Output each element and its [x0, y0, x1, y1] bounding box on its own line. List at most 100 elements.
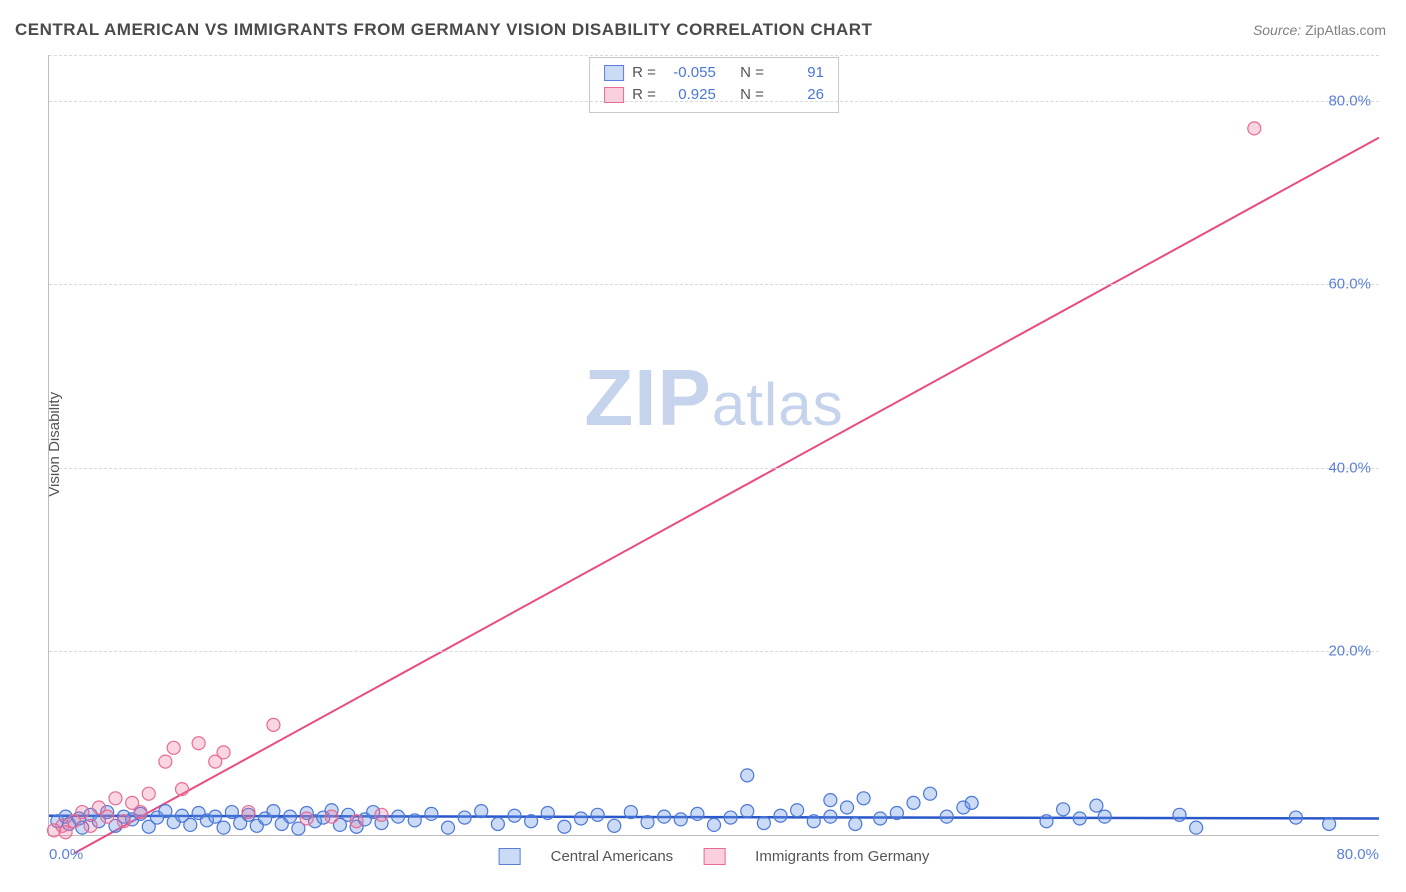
scatter-point-blue [724, 811, 737, 824]
y-tick-label: 20.0% [1328, 643, 1371, 660]
scatter-point-blue [1173, 808, 1186, 821]
n-value-pink: 26 [772, 84, 824, 106]
scatter-point-blue [924, 787, 937, 800]
scatter-point-blue [1289, 811, 1302, 824]
scatter-point-blue [541, 806, 554, 819]
scatter-point-pink [59, 826, 72, 839]
legend-swatch-blue-icon [499, 848, 521, 865]
n-value-blue: 91 [772, 62, 824, 84]
chart-container: CENTRAL AMERICAN VS IMMIGRANTS FROM GERM… [0, 0, 1406, 892]
n-label-blue: N = [740, 62, 764, 84]
scatter-point-blue [890, 806, 903, 819]
scatter-point-blue [774, 809, 787, 822]
scatter-point-pink [242, 806, 255, 819]
scatter-points-layer [49, 55, 1379, 835]
scatter-point-blue [525, 815, 538, 828]
scatter-point-blue [857, 792, 870, 805]
swatch-blue-icon [604, 65, 624, 81]
scatter-point-blue [184, 818, 197, 831]
r-label-blue: R = [632, 62, 656, 84]
stats-row-blue: R = -0.055 N = 91 [604, 62, 824, 84]
y-tick-label: 80.0% [1328, 92, 1371, 109]
gridline [49, 284, 1379, 285]
scatter-point-pink [109, 792, 122, 805]
source-value: ZipAtlas.com [1305, 22, 1386, 38]
scatter-point-blue [674, 813, 687, 826]
scatter-point-blue [558, 820, 571, 833]
scatter-point-pink [101, 810, 114, 823]
stats-box: R = -0.055 N = 91 R = 0.925 N = 26 [589, 57, 839, 113]
scatter-point-blue [1090, 799, 1103, 812]
scatter-point-blue [741, 805, 754, 818]
scatter-point-blue [907, 796, 920, 809]
scatter-point-blue [475, 805, 488, 818]
scatter-point-blue [824, 810, 837, 823]
scatter-point-blue [658, 810, 671, 823]
source-attribution: Source: ZipAtlas.com [1253, 22, 1386, 38]
scatter-point-blue [874, 812, 887, 825]
scatter-point-blue [225, 806, 238, 819]
scatter-point-blue [641, 816, 654, 829]
scatter-point-blue [849, 817, 862, 830]
legend-swatch-pink-icon [703, 848, 725, 865]
scatter-point-blue [591, 808, 604, 821]
x-tick-min: 0.0% [49, 846, 83, 863]
scatter-point-blue [284, 810, 297, 823]
scatter-point-pink [142, 787, 155, 800]
scatter-point-blue [691, 807, 704, 820]
scatter-point-blue [841, 801, 854, 814]
scatter-point-blue [408, 814, 421, 827]
r-label-pink: R = [632, 84, 656, 106]
scatter-point-pink [134, 806, 147, 819]
scatter-point-blue [741, 769, 754, 782]
scatter-point-blue [1073, 812, 1086, 825]
legend-label-pink: Immigrants from Germany [755, 848, 929, 865]
scatter-point-blue [392, 810, 405, 823]
stats-row-pink: R = 0.925 N = 26 [604, 84, 824, 106]
scatter-point-pink [167, 741, 180, 754]
gridline [49, 101, 1379, 102]
scatter-point-pink [325, 810, 338, 823]
gridline [49, 468, 1379, 469]
scatter-point-blue [807, 815, 820, 828]
source-label: Source: [1253, 22, 1301, 38]
scatter-point-blue [757, 817, 770, 830]
scatter-point-pink [300, 812, 313, 825]
scatter-point-pink [84, 819, 97, 832]
n-label-pink: N = [740, 84, 764, 106]
scatter-point-blue [608, 819, 621, 832]
scatter-point-blue [824, 794, 837, 807]
scatter-point-pink [76, 806, 89, 819]
scatter-point-blue [491, 817, 504, 830]
gridline [49, 55, 1379, 56]
scatter-point-blue [965, 796, 978, 809]
scatter-point-blue [267, 805, 280, 818]
x-tick-max: 80.0% [1336, 846, 1379, 863]
scatter-point-blue [217, 821, 230, 834]
r-value-pink: 0.925 [664, 84, 716, 106]
scatter-point-blue [425, 807, 438, 820]
scatter-point-pink [192, 737, 205, 750]
scatter-point-blue [1190, 821, 1203, 834]
legend-label-blue: Central Americans [551, 848, 674, 865]
scatter-point-blue [575, 812, 588, 825]
scatter-point-pink [117, 815, 130, 828]
scatter-point-blue [458, 811, 471, 824]
scatter-point-blue [442, 821, 455, 834]
chart-title: CENTRAL AMERICAN VS IMMIGRANTS FROM GERM… [15, 20, 872, 40]
scatter-point-blue [624, 806, 637, 819]
plot-area: ZIP atlas R = -0.055 N = 91 R = 0.925 N … [48, 55, 1379, 836]
scatter-point-pink [217, 746, 230, 759]
scatter-point-pink [350, 815, 363, 828]
scatter-point-pink [375, 808, 388, 821]
scatter-point-blue [508, 809, 521, 822]
gridline [49, 651, 1379, 652]
scatter-point-blue [791, 804, 804, 817]
scatter-point-blue [209, 810, 222, 823]
scatter-point-blue [1057, 803, 1070, 816]
scatter-point-pink [267, 718, 280, 731]
scatter-point-blue [1323, 817, 1336, 830]
legend: Central Americans Immigrants from German… [499, 848, 930, 865]
scatter-point-blue [1098, 810, 1111, 823]
scatter-point-blue [159, 805, 172, 818]
